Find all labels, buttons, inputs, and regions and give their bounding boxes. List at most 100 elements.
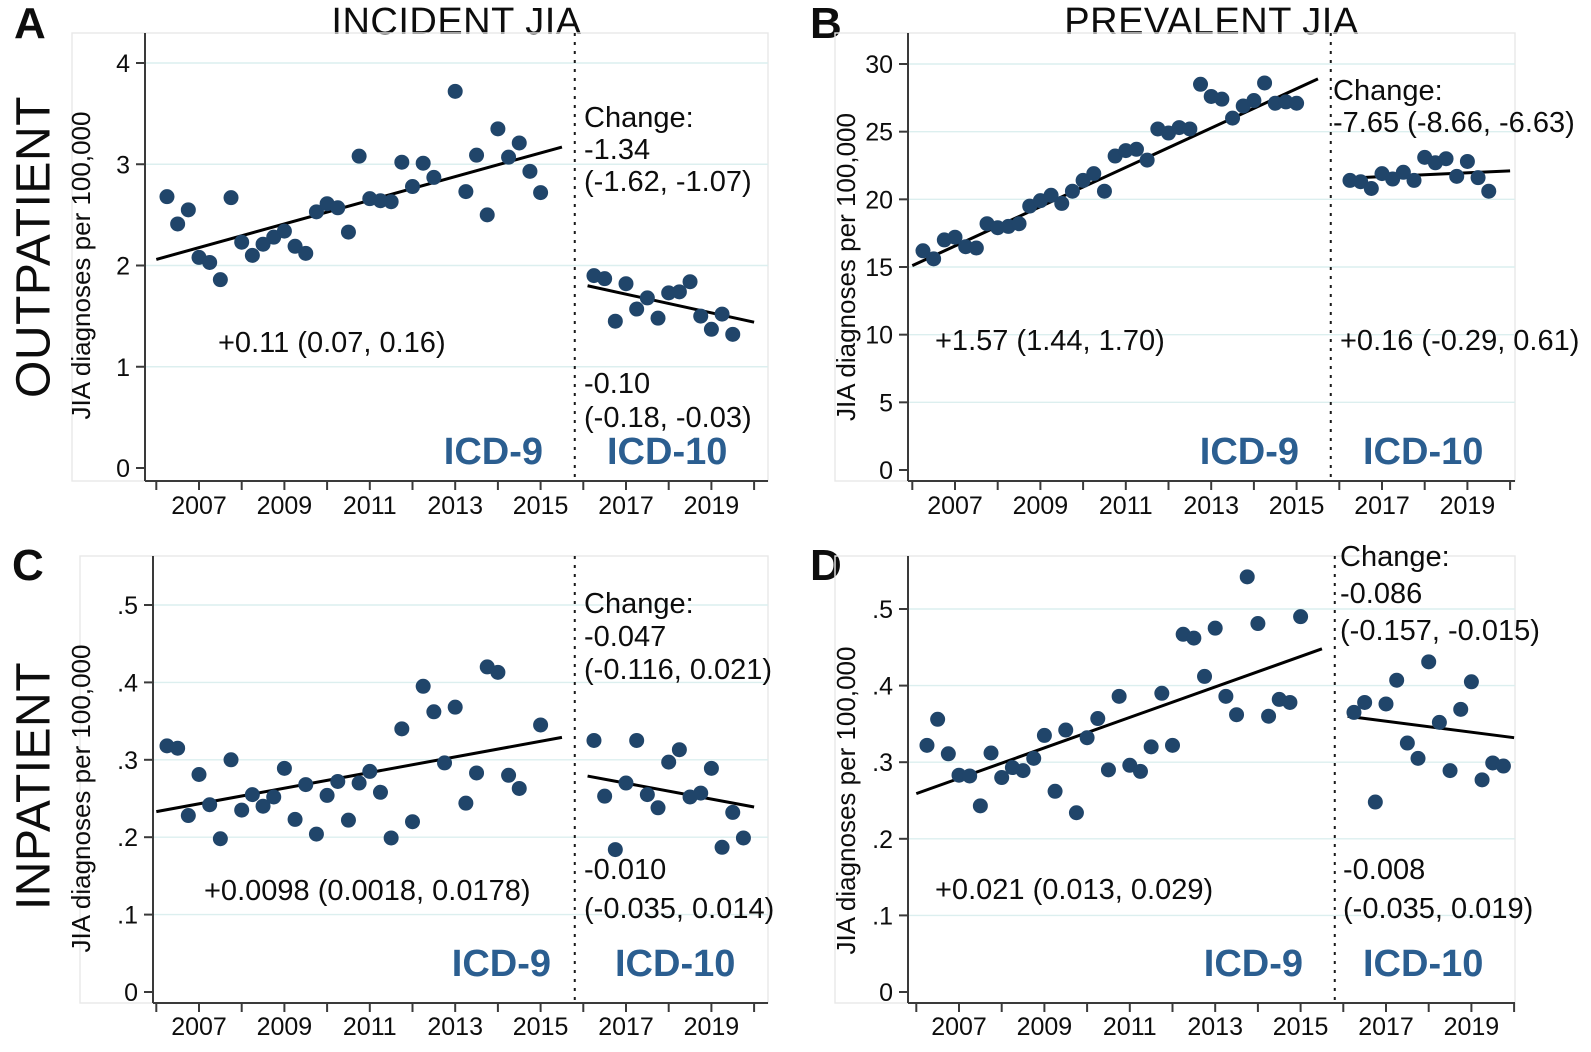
data-point bbox=[714, 839, 730, 855]
panel-letter-b: B bbox=[810, 0, 842, 48]
data-point bbox=[1207, 620, 1223, 636]
data-point bbox=[340, 224, 356, 240]
data-point bbox=[330, 200, 346, 216]
data-point bbox=[405, 814, 420, 830]
y-axis-title: JIA diagnoses per 100,000 bbox=[831, 647, 861, 955]
x-tick-label: 2015 bbox=[513, 492, 569, 520]
data-point bbox=[1090, 711, 1106, 727]
data-point bbox=[1289, 95, 1305, 111]
y-tick-label: 3 bbox=[116, 151, 130, 179]
data-point bbox=[1225, 110, 1241, 126]
x-tick-label: 2011 bbox=[343, 492, 397, 520]
data-point bbox=[415, 678, 431, 694]
data-point bbox=[276, 223, 292, 239]
x-tick-label: 2013 bbox=[427, 1013, 483, 1041]
data-point bbox=[244, 247, 260, 263]
data-point bbox=[972, 798, 988, 814]
data-point bbox=[1139, 152, 1155, 168]
data-point bbox=[490, 664, 506, 680]
data-point bbox=[244, 787, 260, 803]
panel-letter-c: C bbox=[12, 541, 44, 590]
annotation-change: -1.34 bbox=[584, 134, 650, 166]
data-point bbox=[1026, 750, 1042, 766]
annotation-change: Change: bbox=[1333, 75, 1443, 107]
data-point bbox=[351, 775, 367, 791]
data-point bbox=[930, 711, 946, 727]
y-tick-label: 0 bbox=[879, 979, 893, 1007]
data-point bbox=[287, 811, 303, 827]
data-point bbox=[607, 313, 623, 329]
data-point bbox=[255, 798, 271, 814]
panel-letter-d: D bbox=[810, 541, 842, 590]
data-point bbox=[618, 775, 634, 791]
y-tick-label: 0 bbox=[879, 457, 893, 485]
data-point bbox=[1186, 630, 1202, 646]
data-point bbox=[1410, 750, 1426, 766]
data-point bbox=[1438, 151, 1454, 167]
data-point bbox=[415, 155, 431, 171]
data-point bbox=[607, 842, 623, 858]
data-point bbox=[501, 149, 517, 165]
data-point bbox=[1282, 694, 1298, 710]
row-label-outpatient: OUTPATIENT bbox=[7, 96, 61, 398]
annotation-slope-icd10: -0.10 bbox=[584, 368, 650, 400]
data-point bbox=[703, 321, 719, 337]
data-point bbox=[255, 236, 271, 252]
data-point bbox=[1036, 727, 1052, 743]
annotation-change: (-1.62, -1.07) bbox=[584, 166, 752, 198]
data-point bbox=[671, 742, 687, 758]
data-point bbox=[1406, 172, 1422, 188]
data-point bbox=[469, 147, 485, 163]
y-tick-label: .2 bbox=[117, 824, 138, 852]
data-point bbox=[223, 752, 239, 768]
data-point bbox=[1047, 783, 1063, 799]
x-tick-label: 2015 bbox=[1269, 492, 1325, 520]
data-point bbox=[1463, 674, 1479, 690]
data-point bbox=[202, 797, 218, 813]
annotation-slope-icd10: (-0.035, 0.019) bbox=[1343, 893, 1533, 925]
data-point bbox=[426, 704, 442, 720]
data-point bbox=[479, 207, 495, 223]
x-tick-label: 2017 bbox=[1358, 1013, 1414, 1041]
data-point bbox=[682, 274, 698, 290]
data-point bbox=[1011, 216, 1027, 232]
data-point bbox=[725, 326, 741, 342]
x-tick-label: 2019 bbox=[1444, 1013, 1500, 1041]
icd9-section-label: ICD-9 bbox=[444, 431, 543, 473]
panel-a-chart: 0 1 2 3 4 2007 2009 2011 2013 2015 2017 2019 JIA dia… bbox=[66, 32, 769, 520]
x-tick-label: 2015 bbox=[513, 1013, 569, 1041]
data-point bbox=[618, 276, 634, 292]
data-point bbox=[725, 804, 741, 820]
annotation-slope-icd10: -0.010 bbox=[584, 854, 666, 886]
trend-line bbox=[911, 77, 1319, 268]
annotation-slope-icd10: (-0.035, 0.014) bbox=[584, 893, 774, 925]
data-point bbox=[330, 773, 346, 789]
panel-b-chart: 0 5 10 15 20 25 30 2007 2009 2011 2013 2015 2017 2019… bbox=[831, 32, 1579, 520]
data-point bbox=[1442, 763, 1458, 779]
annotation-change: Change: bbox=[584, 588, 694, 620]
data-point bbox=[1214, 91, 1230, 107]
y-tick-label: 4 bbox=[116, 50, 130, 78]
y-tick-label: 10 bbox=[865, 322, 893, 350]
data-point bbox=[1399, 735, 1415, 751]
data-point bbox=[703, 760, 719, 776]
panel-letter-a: A bbox=[14, 0, 46, 48]
data-point bbox=[1015, 763, 1031, 779]
annotation-slope-icd9: +0.021 (0.013, 0.029) bbox=[935, 874, 1213, 906]
data-point bbox=[650, 310, 666, 326]
row-label-inpatient: INPATIENT bbox=[7, 661, 61, 911]
icd10-section-label: ICD-10 bbox=[1363, 431, 1483, 473]
x-tick-label: 2009 bbox=[257, 492, 313, 520]
trend-line bbox=[156, 735, 563, 814]
data-point bbox=[919, 737, 935, 753]
data-point bbox=[661, 754, 677, 770]
data-point bbox=[1353, 174, 1369, 190]
x-tick-label: 2019 bbox=[684, 1013, 740, 1041]
data-point bbox=[447, 83, 463, 99]
y-axis-title: JIA diagnoses per 100,000 bbox=[66, 645, 96, 953]
data-point bbox=[597, 271, 613, 287]
column-title-incident: INCIDENT JIA bbox=[331, 1, 582, 43]
data-point bbox=[1363, 181, 1379, 197]
data-point bbox=[437, 755, 453, 771]
